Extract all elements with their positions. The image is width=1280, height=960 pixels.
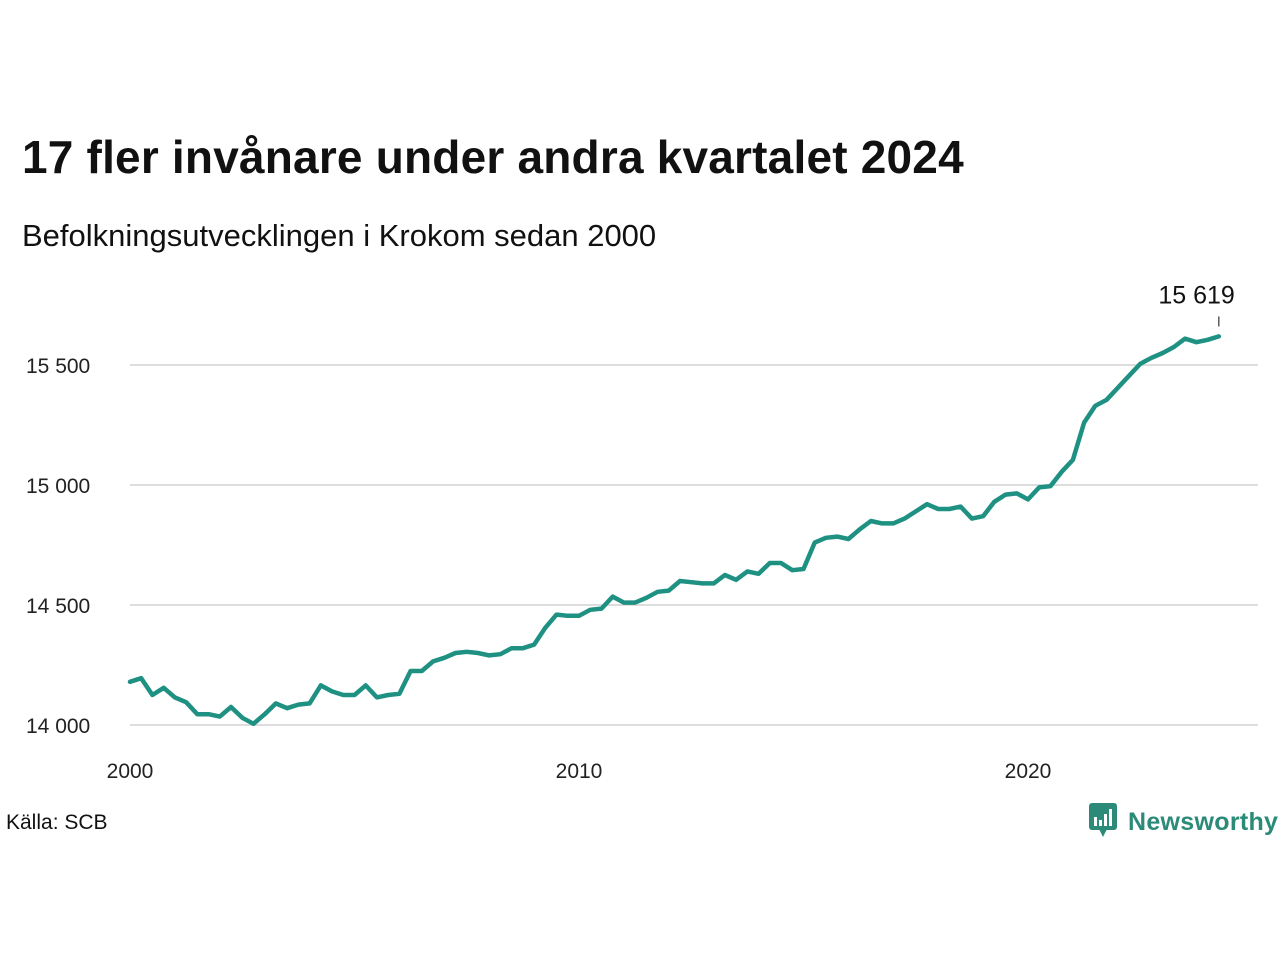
- chart-subtitle: Befolkningsutvecklingen i Krokom sedan 2…: [22, 218, 657, 253]
- x-tick-label: 2010: [556, 760, 603, 783]
- chart-title: 17 fler invånare under andra kvartalet 2…: [22, 131, 964, 183]
- y-tick-label: 15 500: [26, 355, 90, 378]
- brand-name: Newsworthy: [1128, 808, 1279, 836]
- x-tick-label: 2020: [1005, 760, 1052, 783]
- source-note: Källa: SCB: [6, 811, 108, 834]
- end-value-label: 15 619: [1158, 281, 1234, 309]
- newsworthy-logo-icon: [1088, 802, 1118, 843]
- y-tick-label: 14 500: [26, 595, 90, 618]
- x-tick-label: 2000: [107, 760, 154, 783]
- y-tick-label: 14 000: [26, 715, 90, 738]
- y-tick-label: 15 000: [26, 475, 90, 498]
- brand-logo: Newsworthy: [1088, 802, 1278, 843]
- series-line: [127, 334, 1222, 727]
